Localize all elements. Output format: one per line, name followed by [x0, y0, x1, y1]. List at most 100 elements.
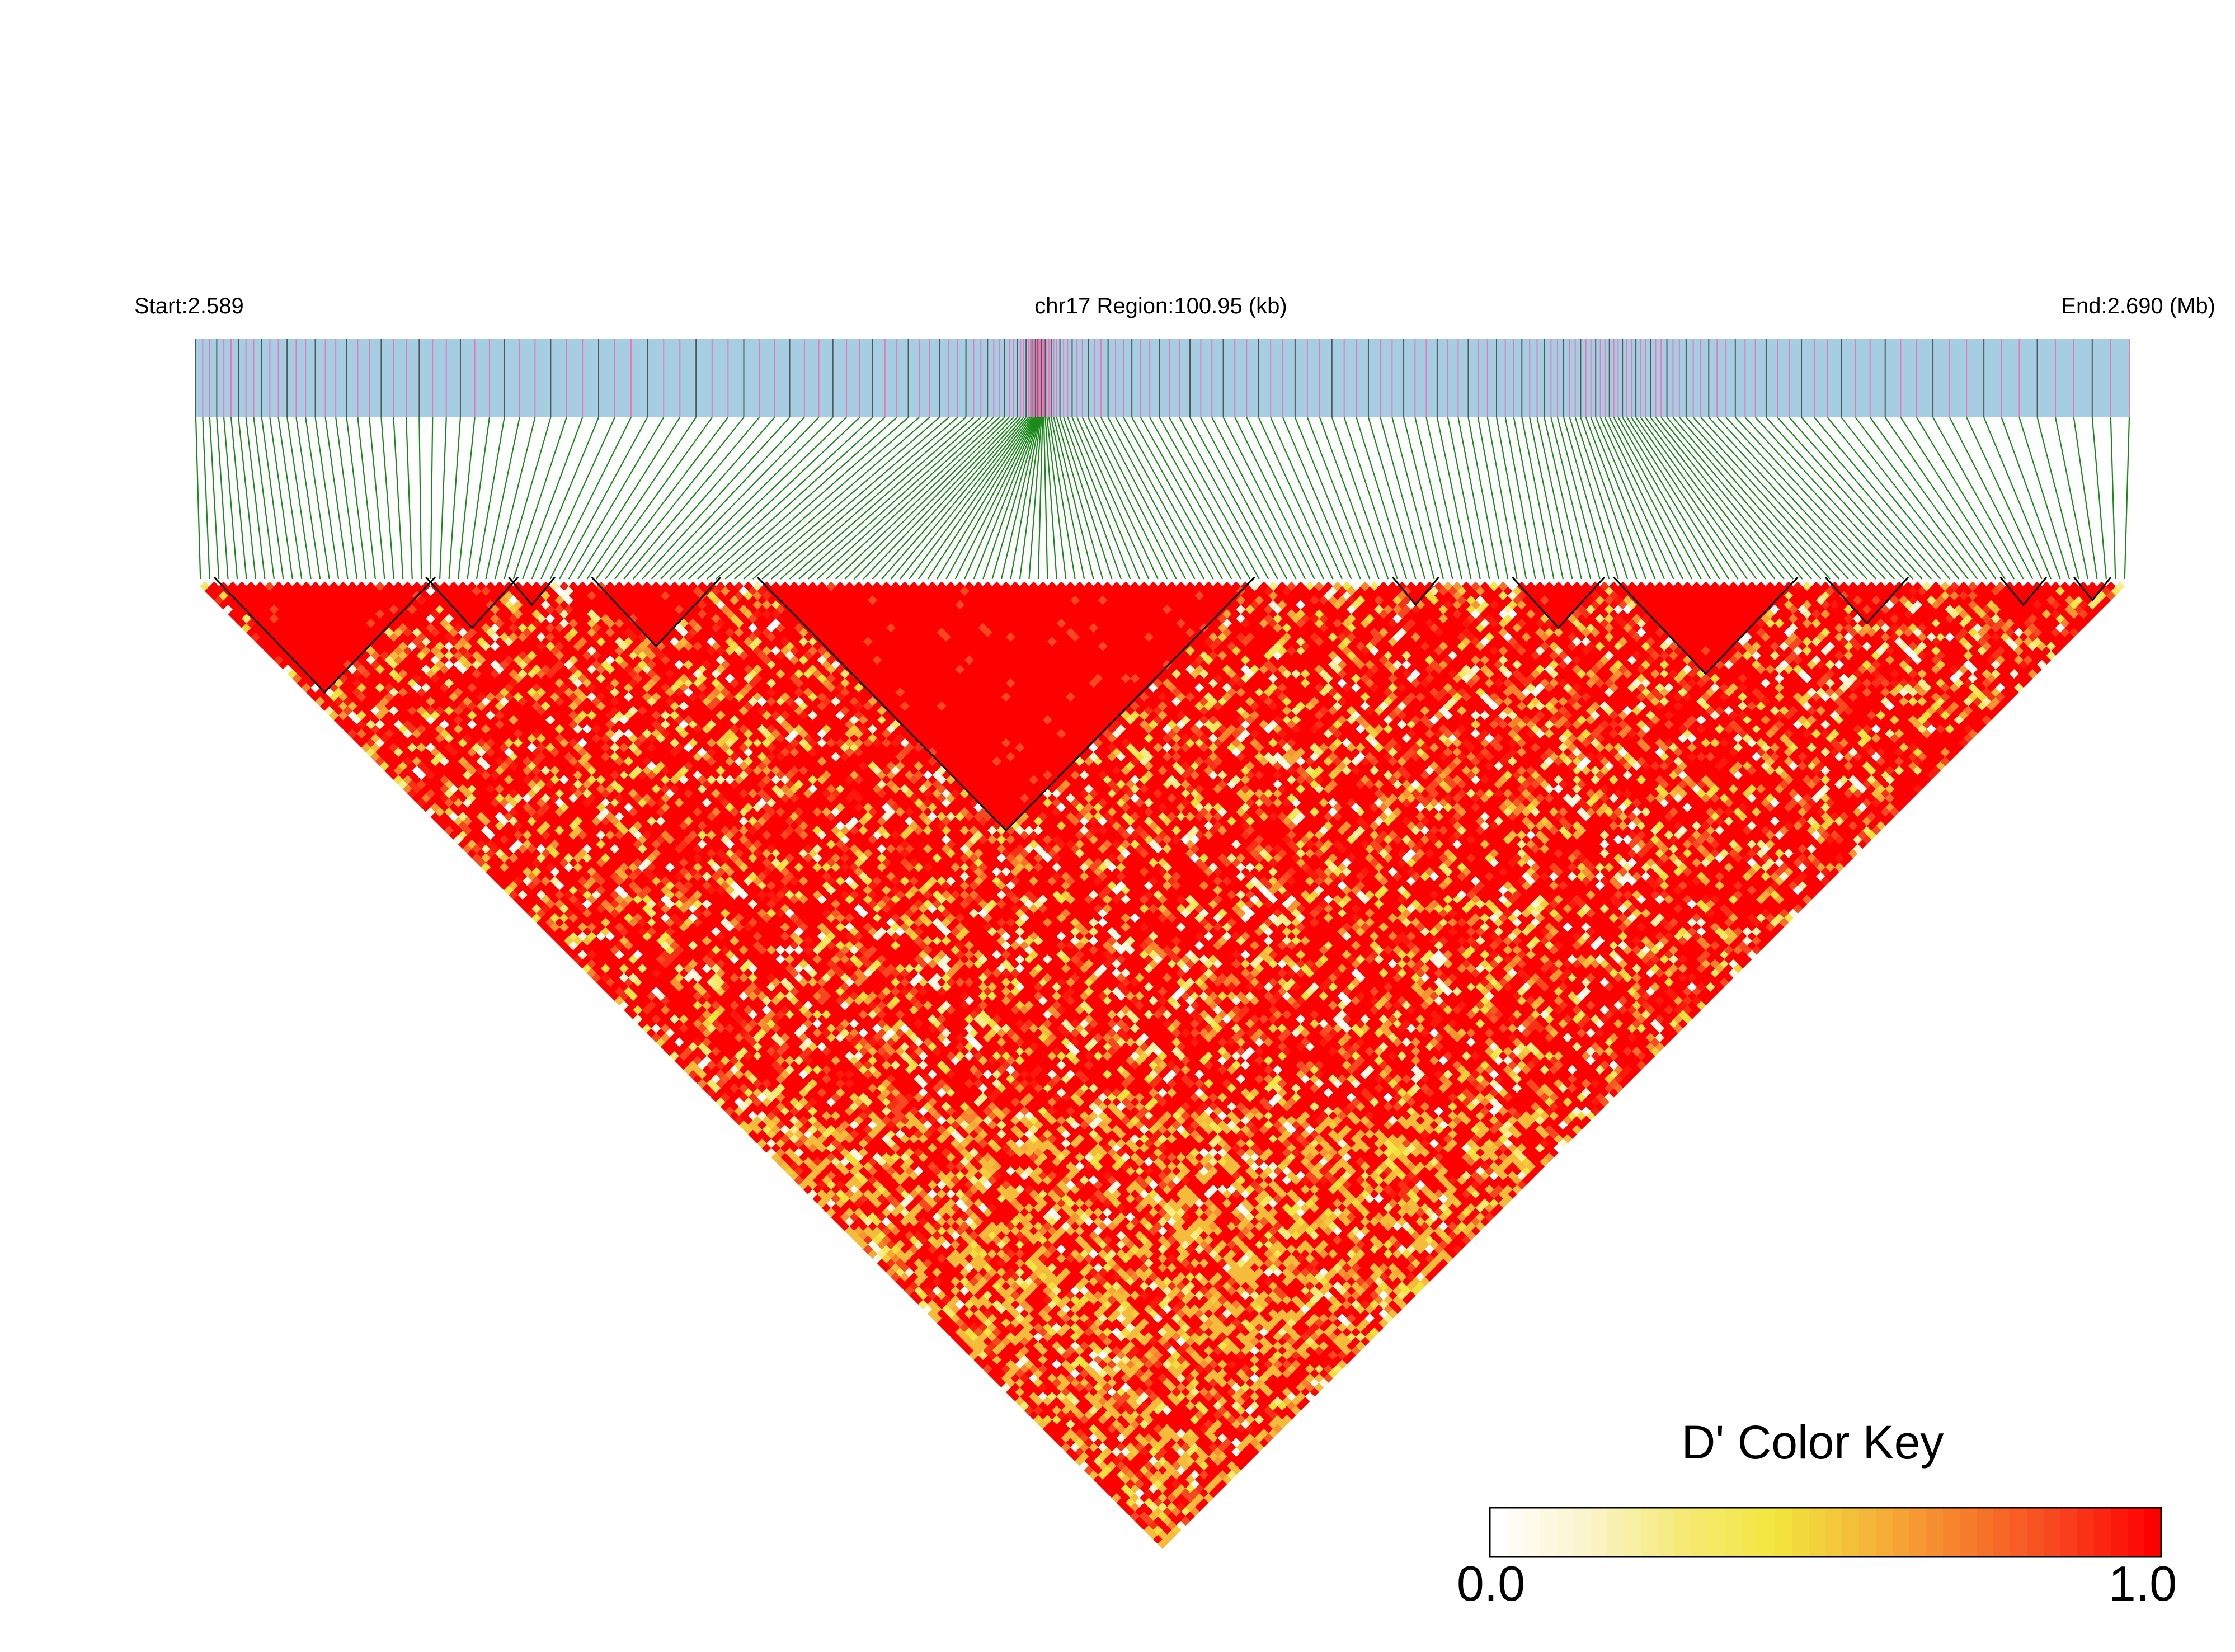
snp-connector-line	[380, 417, 394, 580]
snp-connector-line	[1613, 417, 1702, 580]
snp-connector-line	[540, 417, 615, 580]
snp-connector-line	[2073, 417, 2098, 580]
snp-connector-line	[1569, 417, 1619, 580]
snp-connector-line	[1094, 417, 1177, 580]
color-key-bar	[1489, 1507, 2162, 1558]
color-key-segment	[1842, 1508, 1860, 1557]
color-key-border	[1489, 1507, 2162, 1558]
snp-connector-line	[253, 417, 275, 580]
snp-connector-line	[1529, 417, 1564, 580]
snp-connector-line	[1447, 417, 1481, 580]
snp-connector-line	[448, 417, 462, 580]
color-key-segment	[1993, 1508, 2011, 1557]
snp-connector-line	[623, 417, 760, 580]
snp-connector-line	[549, 417, 632, 580]
snp-connector-line	[1655, 417, 1785, 580]
snp-connector-line	[1486, 417, 1518, 580]
snp-position-track	[195, 339, 2130, 417]
snp-connector-line	[1536, 417, 1573, 580]
snp-connector-line	[1949, 417, 2034, 580]
snp-connector-line	[1477, 417, 1509, 580]
snp-connector-line	[724, 417, 909, 580]
snp-connector-line	[1059, 417, 1113, 580]
snp-connector-line	[752, 417, 940, 580]
snp-connector-line	[1708, 417, 1858, 580]
snp-connector-line	[559, 417, 648, 580]
snp-connector-line	[1159, 417, 1251, 580]
snp-connector-line	[1734, 417, 1886, 580]
ld-heatmap-cells	[200, 581, 2125, 1549]
snp-connector-line	[346, 417, 367, 580]
snp-connector-line	[1222, 417, 1306, 580]
color-key-segment	[2128, 1508, 2145, 1557]
snp-connector-line	[1766, 417, 1914, 580]
snp-connector-line	[2054, 417, 2089, 580]
snp-connector-line	[1617, 417, 1711, 580]
color-key-segment	[1758, 1508, 1776, 1557]
snp-connector-line	[1608, 417, 1693, 580]
snp-connector-line	[1645, 417, 1766, 580]
color-key-segment	[1893, 1508, 1910, 1557]
snp-connector-line	[504, 417, 552, 580]
color-key-segment	[1943, 1508, 1960, 1557]
snp-connector-line	[1672, 417, 1813, 580]
color-key-segment	[1825, 1508, 1843, 1557]
color-key-segment	[1607, 1508, 1625, 1557]
snp-connector-line	[1457, 417, 1490, 580]
color-key-title: D' Color Key	[1681, 1416, 1944, 1469]
color-key-segment	[1876, 1508, 1893, 1557]
snp-connector-line	[954, 417, 1037, 580]
color-key-segment	[1557, 1508, 1574, 1557]
snp-connector-line	[605, 417, 729, 580]
snp-connector-line	[1000, 417, 1040, 580]
ld-block-outline	[756, 576, 1255, 832]
color-key-segment	[2027, 1508, 2044, 1557]
color-key-segment	[1591, 1508, 1608, 1557]
snp-connector-line	[1660, 417, 1794, 580]
snp-connector-line	[223, 417, 238, 580]
snp-connector-line	[1635, 417, 1748, 580]
color-key-segment	[1523, 1508, 1541, 1557]
snp-connector-line	[1841, 417, 1969, 580]
color-key-segment	[1490, 1508, 1507, 1557]
snp-connector-line	[277, 417, 303, 580]
color-key-segment	[2044, 1508, 2061, 1557]
snp-connector-line	[780, 417, 967, 580]
snp-connector-line	[1053, 417, 1094, 580]
snp-connector-line	[1622, 417, 1720, 580]
snp-connector-line	[844, 417, 1010, 580]
ld-block-outline	[1824, 576, 1909, 625]
snp-connector-line	[238, 417, 257, 580]
snp-connector-line	[393, 417, 404, 580]
snp-connector-line	[743, 417, 930, 580]
snp-connector-line	[1179, 417, 1269, 580]
region-title-label: chr17 Region:100.95 (kb)	[1034, 294, 1287, 318]
snp-connector-line	[418, 417, 422, 580]
snp-connector-line	[1678, 417, 1822, 580]
color-key-segment	[1691, 1508, 1709, 1557]
snp-connector-line	[716, 417, 897, 580]
snp-connector-line	[863, 417, 1018, 580]
color-key-max-label: 1.0	[2108, 1556, 2177, 1611]
snp-connector-line	[1686, 417, 1831, 580]
color-key-segment	[1977, 1508, 1994, 1557]
snp-connector-line	[405, 417, 413, 580]
snp-connector-line	[1983, 417, 2052, 580]
snp-connector-line	[927, 417, 1034, 580]
snp-connector-line	[1356, 417, 1408, 580]
snp-connector-line	[973, 417, 1038, 580]
region-end-label: End:2.690 (Mb)	[2061, 294, 2215, 318]
snp-connector-line	[335, 417, 358, 580]
snp-connector-line	[1063, 417, 1122, 580]
snp-connector-line	[568, 417, 665, 580]
snp-connector-line	[853, 417, 1014, 580]
snp-connector-line	[1056, 417, 1104, 580]
snp-connector-line	[305, 417, 330, 580]
snp-connector-line	[660, 417, 820, 580]
ld-block-outline	[1392, 576, 1439, 606]
snp-connector-line	[2036, 417, 2079, 580]
snp-connector-line	[1043, 417, 1048, 580]
snp-connector-line	[789, 417, 975, 580]
snp-connector-line	[1599, 417, 1674, 580]
snp-connector-line	[216, 417, 229, 580]
